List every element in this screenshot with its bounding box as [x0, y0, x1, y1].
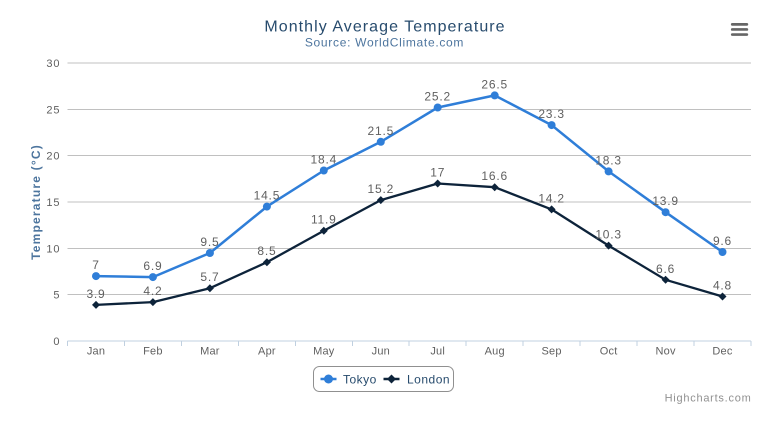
svg-text:4.8: 4.8 — [713, 279, 732, 293]
svg-text:16.6: 16.6 — [481, 169, 508, 183]
svg-text:3.9: 3.9 — [86, 287, 105, 301]
svg-text:Source: WorldClimate.com: Source: WorldClimate.com — [305, 35, 464, 49]
svg-text:6.6: 6.6 — [656, 262, 675, 276]
svg-text:5: 5 — [53, 290, 60, 302]
svg-text:18.3: 18.3 — [595, 153, 622, 167]
svg-text:Aug: Aug — [485, 346, 505, 358]
svg-text:Jan: Jan — [87, 346, 105, 358]
svg-text:9.6: 9.6 — [713, 234, 732, 248]
svg-text:15: 15 — [46, 197, 60, 209]
svg-text:Monthly Average Temperature: Monthly Average Temperature — [264, 19, 505, 36]
svg-text:25.2: 25.2 — [424, 90, 451, 104]
svg-text:9.5: 9.5 — [200, 235, 219, 249]
svg-text:14.2: 14.2 — [538, 191, 565, 205]
svg-text:26.5: 26.5 — [481, 77, 508, 91]
svg-text:4.2: 4.2 — [143, 284, 162, 298]
svg-text:21.5: 21.5 — [368, 124, 395, 138]
svg-text:Apr: Apr — [258, 346, 276, 358]
svg-text:30: 30 — [46, 58, 60, 70]
svg-text:11.9: 11.9 — [311, 213, 337, 227]
svg-text:Tokyo: Tokyo — [343, 373, 377, 387]
svg-text:20: 20 — [46, 151, 60, 163]
svg-text:18.4: 18.4 — [311, 153, 338, 167]
svg-text:Dec: Dec — [712, 346, 732, 358]
svg-text:Mar: Mar — [200, 346, 220, 358]
svg-text:Sep: Sep — [542, 346, 562, 358]
svg-text:Oct: Oct — [600, 346, 618, 358]
svg-text:Nov: Nov — [656, 346, 676, 358]
svg-text:Temperature (°C): Temperature (°C) — [29, 144, 43, 260]
svg-text:10.3: 10.3 — [595, 228, 622, 242]
svg-text:13.9: 13.9 — [652, 194, 679, 208]
svg-text:0: 0 — [53, 336, 60, 348]
svg-text:May: May — [313, 346, 335, 358]
svg-text:25: 25 — [46, 104, 60, 116]
svg-text:London: London — [407, 373, 450, 387]
svg-text:10: 10 — [46, 243, 60, 255]
svg-text:14.5: 14.5 — [254, 189, 281, 203]
svg-text:5.7: 5.7 — [200, 270, 219, 284]
svg-text:7: 7 — [92, 258, 99, 272]
svg-text:Jun: Jun — [372, 346, 390, 358]
svg-text:Highcharts.com: Highcharts.com — [665, 393, 752, 405]
svg-text:17: 17 — [430, 166, 445, 180]
svg-text:Feb: Feb — [143, 346, 163, 358]
svg-text:Jul: Jul — [430, 346, 445, 358]
svg-text:23.3: 23.3 — [538, 107, 565, 121]
svg-text:6.9: 6.9 — [143, 259, 162, 273]
svg-text:15.2: 15.2 — [368, 182, 395, 196]
svg-text:8.5: 8.5 — [257, 244, 276, 258]
